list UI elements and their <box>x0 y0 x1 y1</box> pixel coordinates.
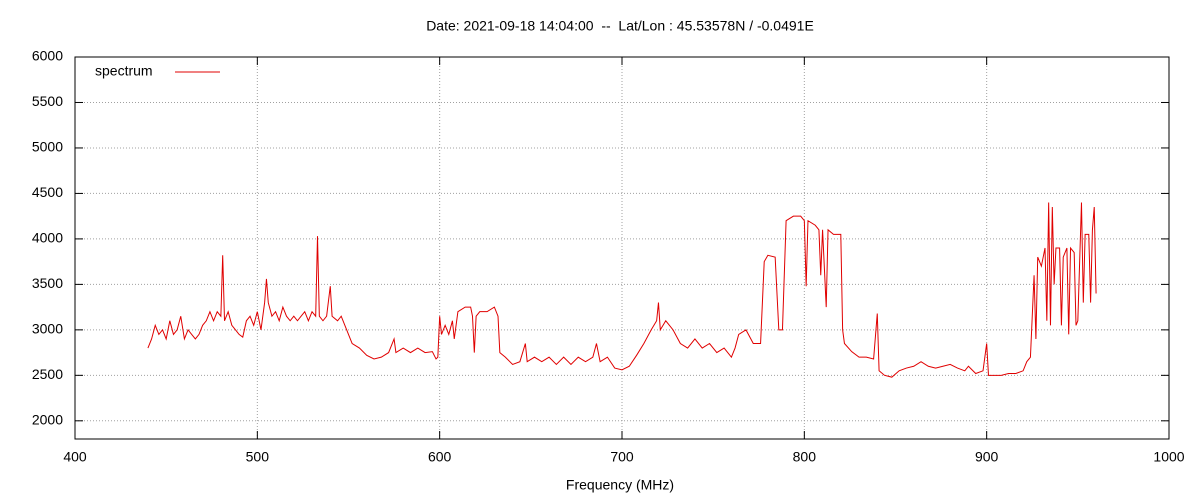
y-tick-label: 6000 <box>32 48 63 64</box>
x-tick-label: 1000 <box>1153 449 1184 465</box>
y-tick-label: 2000 <box>32 412 63 428</box>
x-axis-label: Frequency (MHz) <box>566 477 674 493</box>
legend-label: spectrum <box>95 63 153 79</box>
y-tick-label: 4000 <box>32 230 63 246</box>
y-tick-label: 3000 <box>32 321 63 337</box>
x-tick-label: 900 <box>975 449 999 465</box>
chart-title: Date: 2021-09-18 14:04:00 -- Lat/Lon : 4… <box>426 18 814 34</box>
x-tick-label: 600 <box>428 449 452 465</box>
plot-frame <box>74 56 1170 440</box>
x-tick-label: 400 <box>63 449 87 465</box>
y-tick-label: 3500 <box>32 275 63 291</box>
y-tick-label: 5500 <box>32 93 63 109</box>
y-tick-label: 4500 <box>32 184 63 200</box>
x-tick-label: 800 <box>793 449 817 465</box>
series-line <box>147 202 1097 378</box>
x-tick-label: 700 <box>610 449 634 465</box>
y-tick-label: 5000 <box>32 139 63 155</box>
y-tick-label: 2500 <box>32 366 63 382</box>
x-tick-label: 500 <box>246 449 270 465</box>
